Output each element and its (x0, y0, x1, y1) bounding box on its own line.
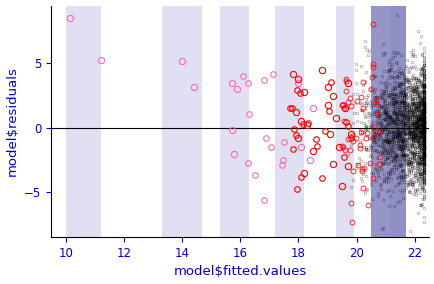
Bar (219, 6, 248, 237)
Bar (370, 6, 389, 237)
Bar (389, 6, 405, 237)
Bar (389, 6, 405, 237)
Bar (161, 6, 202, 237)
Bar (335, 6, 353, 237)
Y-axis label: model$residuals: model$residuals (6, 66, 19, 176)
Bar (370, 6, 405, 237)
X-axis label: model$fitted.values: model$fitted.values (173, 266, 306, 278)
Bar (275, 6, 304, 237)
Bar (66, 6, 100, 237)
